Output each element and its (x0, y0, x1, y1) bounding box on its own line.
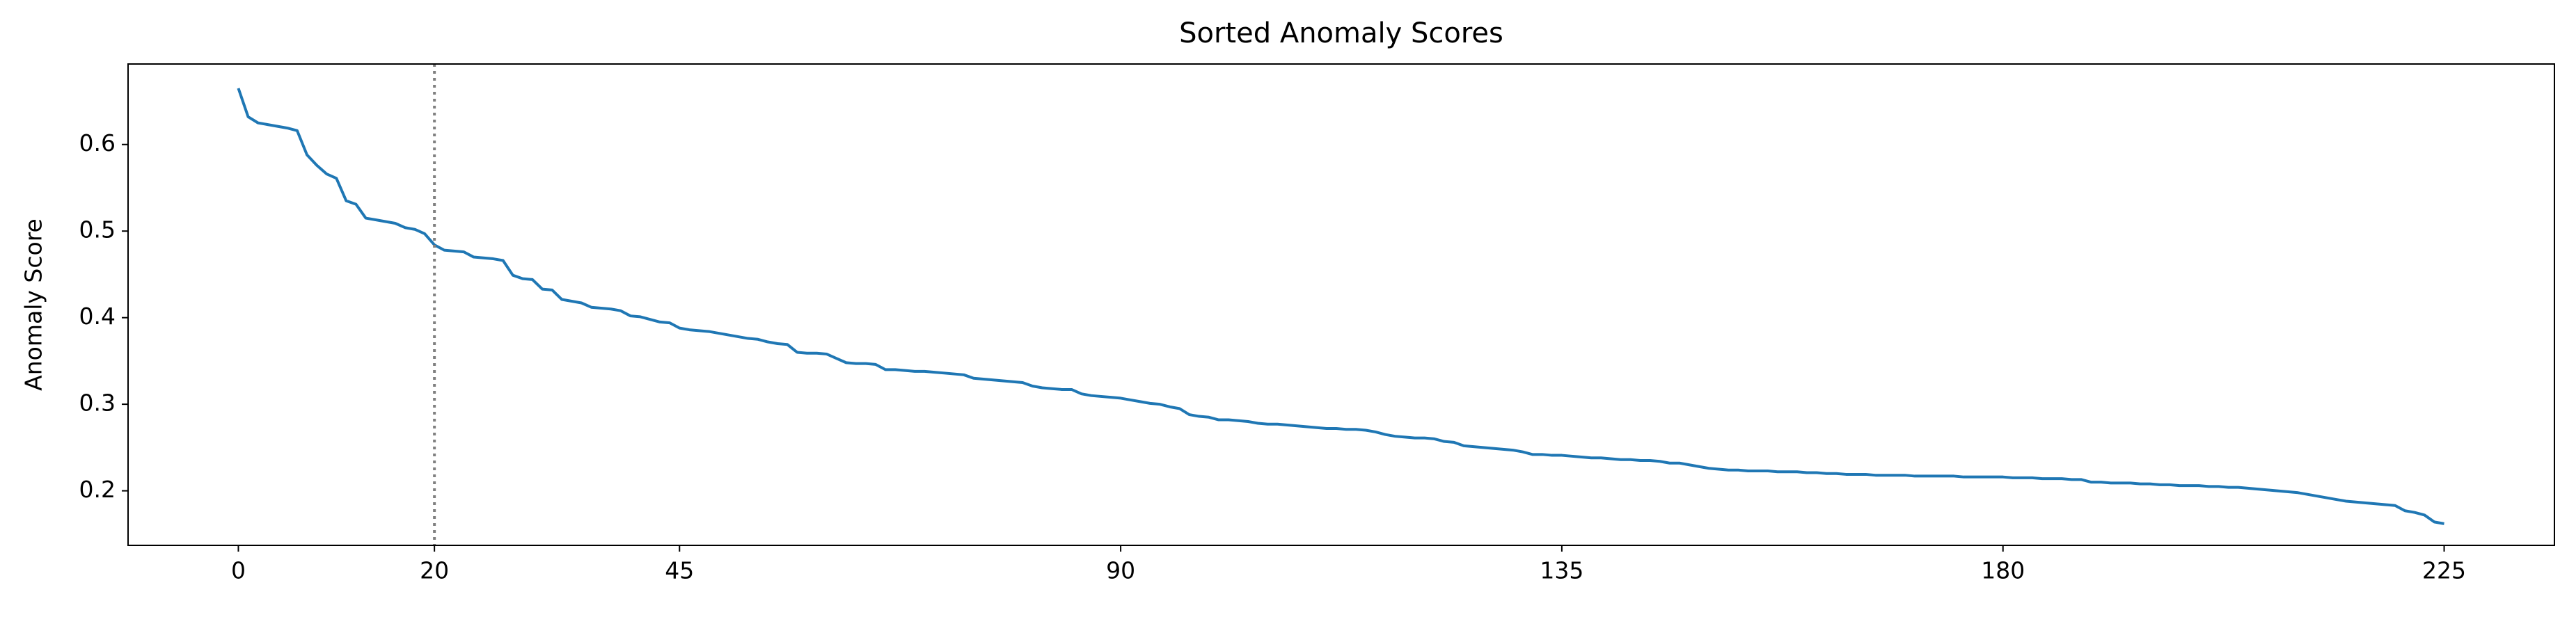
x-tick-label: 135 (1540, 557, 1583, 584)
y-axis-label: Anomaly Score (20, 218, 47, 391)
line (237, 88, 2444, 525)
x-tick-label: 0 (231, 557, 246, 584)
y-tick-label: 0.5 (79, 216, 116, 243)
x-tick-label: 20 (420, 557, 449, 584)
y-tick-label: 0.2 (79, 476, 116, 503)
x-tick-label: 90 (1106, 557, 1135, 584)
x-tick-label: 225 (2422, 557, 2466, 584)
x-tick-label: 180 (1981, 557, 2025, 584)
y-tick-label: 0.4 (79, 303, 116, 330)
y-tick-label: 0.3 (79, 390, 116, 417)
chart-title: Sorted Anomaly Scores (1179, 17, 1503, 49)
y-tick-label: 0.6 (79, 129, 116, 157)
plot-frame (127, 63, 2555, 546)
x-tick-label: 45 (665, 557, 694, 584)
